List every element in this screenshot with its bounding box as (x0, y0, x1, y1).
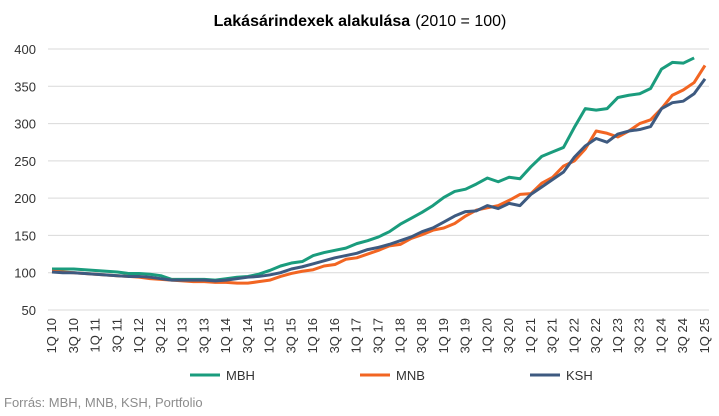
x-tick-label: 1Q 18 (392, 318, 407, 353)
y-tick-label: 50 (22, 303, 36, 318)
x-tick-label: 1Q 19 (436, 318, 451, 353)
x-tick-label: 3Q 11 (109, 318, 124, 352)
line-series (52, 56, 695, 282)
x-tick-label: 1Q 15 (262, 318, 277, 353)
y-tick-label: 300 (14, 117, 36, 132)
line-series (51, 64, 707, 285)
y-tick-label: 350 (14, 79, 36, 94)
x-tick-label: 1Q 14 (218, 318, 233, 353)
x-tick-label: 3Q 19 (458, 318, 473, 353)
x-tick-label: 3Q 12 (153, 318, 168, 353)
x-tick-label: 1Q 10 (44, 318, 59, 353)
x-tick-label: 3Q 13 (196, 318, 211, 353)
chart-subtitle: (2010 = 100) (415, 13, 506, 30)
y-tick-label: 100 (14, 266, 36, 281)
x-tick-label: 3Q 21 (545, 318, 560, 353)
x-tick-label: 3Q 17 (371, 318, 386, 353)
x-tick-label: 1Q 12 (131, 318, 146, 353)
x-tick-label: 3Q 16 (327, 318, 342, 353)
line-series (51, 77, 707, 283)
x-tick-label: 1Q 24 (653, 318, 668, 353)
x-tick-label: 3Q 14 (240, 318, 255, 353)
x-tick-label: 1Q 22 (566, 318, 581, 353)
y-tick-label: 400 (14, 42, 36, 57)
x-tick-label: 1Q 13 (175, 318, 190, 353)
source: Forrás: MBH, MNB, KSH, Portfolio (4, 395, 203, 410)
x-tick-label: 1Q 25 (697, 318, 712, 353)
x-tick-label: 3Q 18 (414, 318, 429, 353)
x-tick-label: 1Q 20 (479, 318, 494, 353)
x-tick-label: 3Q 24 (675, 318, 690, 353)
chart-title-group: Lakásárindexek alakulása (2010 = 100) (214, 13, 507, 30)
legend-label: MNB (396, 368, 425, 383)
x-tick-label: 1Q 17 (349, 318, 364, 353)
x-tick-label: 1Q 16 (305, 318, 320, 353)
x-tick-label: 3Q 23 (632, 318, 647, 353)
x-tick-label: 3Q 15 (283, 318, 298, 353)
x-tick-label: 3Q 10 (66, 318, 81, 353)
chart-title: Lakásárindexek alakulása (214, 13, 411, 30)
x-tick-label: 1Q 21 (523, 318, 538, 353)
y-tick-label: 150 (14, 228, 36, 243)
y-tick-label: 200 (14, 191, 36, 206)
x-tick-label: 3Q 20 (501, 318, 516, 353)
x-tick-label: 1Q 23 (610, 318, 625, 353)
legend-label: KSH (566, 368, 593, 383)
legend-label: MBH (226, 368, 255, 383)
x-tick-label: 1Q 11 (88, 318, 103, 352)
x-tick-label: 3Q 22 (588, 318, 603, 353)
y-tick-label: 250 (14, 154, 36, 169)
